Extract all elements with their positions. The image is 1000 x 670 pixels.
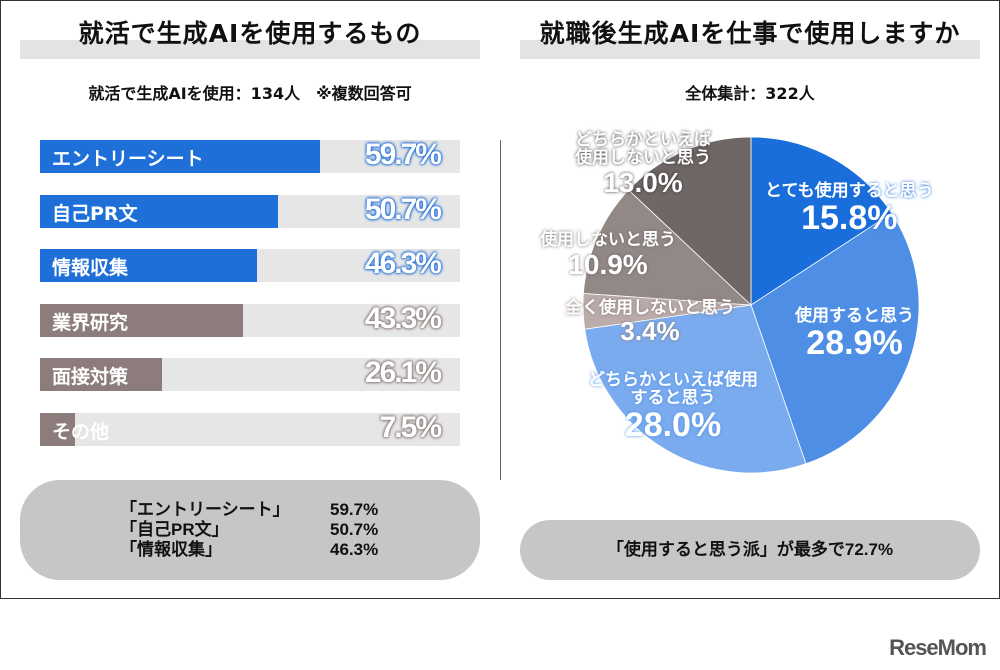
pie-slice: [750, 212, 920, 465]
left-summary-box: 「エントリーシート」 59.7% 「自己PR文」 50.7% 「情報収集」 46.3%: [20, 480, 480, 580]
pie-category: 使用しないと思う: [540, 230, 676, 250]
left-title: 就活で生成AIを使用するもの: [78, 19, 422, 48]
right-subtitle: 全体集計：322人: [685, 84, 815, 103]
summary-label: 「エントリーシート」: [120, 500, 290, 519]
right-summary-text: 「使用すると思う派」が最多で72.7%: [606, 540, 894, 559]
bar-label: 自己PR文: [52, 202, 138, 225]
summary-value: 46.3%: [330, 540, 379, 559]
title-band: [20, 40, 480, 59]
pie-label-not-at-all: 全く使用しないと思う 3.4%: [565, 298, 735, 346]
left-subtitle: 就活で生成AIを使用：134人 ※複数回答可: [88, 84, 412, 103]
bar-track: 自己PR文 50.7%: [40, 192, 460, 228]
bar: [40, 249, 258, 282]
bar: [40, 412, 76, 446]
bar-value: 46.3%: [364, 247, 442, 280]
pie-value: 10.9%: [568, 248, 648, 280]
pie-value: 28.0%: [624, 405, 722, 444]
bar: [40, 140, 320, 173]
pie-slice: [582, 189, 753, 306]
pie-value: 3.4%: [620, 315, 680, 346]
pie-label-somewhat-likely: どちらかといえば使用すると思う 28.0%: [588, 370, 758, 444]
pie-value: 13.0%: [603, 166, 683, 198]
bar-label: 面接対策: [52, 366, 129, 388]
bar-label: その他: [52, 420, 110, 443]
bar-value: 43.3%: [364, 301, 442, 335]
summary-row: 「エントリーシート」 59.7%: [120, 500, 378, 520]
summary-row: 「自己PR文」 50.7%: [120, 520, 378, 540]
pie-category: 使用すると思う: [795, 306, 914, 326]
summary-label: 「情報収集」: [120, 540, 222, 559]
pie-category: どちらかといえば使用しないと思う: [575, 130, 711, 168]
bar-value: 59.7%: [364, 138, 442, 171]
summary-row: 「情報収集」 46.3%: [120, 540, 378, 560]
bar-track: 面接対策 26.1%: [40, 356, 460, 391]
bar-value: 50.7%: [364, 192, 442, 226]
pie-label-somewhat-unlikely: どちらかといえば使用しないと思う 13.0%: [568, 130, 718, 198]
pie-category: とても使用すると思う: [765, 181, 934, 201]
bar-value: 7.5%: [379, 410, 442, 444]
bar-label: 業界研究: [52, 311, 129, 334]
bar-label: エントリーシート: [52, 148, 204, 170]
pie-label-likely: 使用すると思う 28.9%: [795, 306, 914, 362]
pie-slice: [627, 136, 752, 306]
summary-value: 59.7%: [330, 500, 379, 519]
pie-label-very-likely: とても使用すると思う 15.8%: [765, 181, 934, 237]
bar-track: エントリーシート 59.7%: [40, 138, 460, 173]
divider: [500, 140, 501, 480]
bar-track: 情報収集 46.3%: [40, 247, 460, 282]
right-summary-box: 「使用すると思う派」が最多で72.7%: [520, 520, 980, 580]
bar-label: 情報収集: [52, 257, 129, 279]
resemom-logo: ReseMom: [889, 635, 987, 660]
summary-label: 「自己PR文」: [120, 520, 229, 539]
bar-track: 業界研究 43.3%: [40, 301, 460, 337]
pie-value: 15.8%: [801, 198, 898, 237]
bar-track: その他 7.5%: [40, 410, 460, 446]
pie-value: 28.9%: [806, 323, 903, 362]
pie-category: 全く使用しないと思う: [565, 298, 735, 318]
bar: [40, 358, 163, 391]
right-title: 就職後生成AIを仕事で使用しますか: [539, 19, 961, 48]
pie-slice: [584, 304, 807, 474]
pie-label-unlikely: 使用しないと思う 10.9%: [540, 230, 676, 280]
title-band: [520, 40, 980, 59]
pie-slice: [750, 136, 893, 306]
pie-category: どちらかといえば使用すると思う: [588, 370, 758, 408]
bar-value: 26.1%: [364, 356, 442, 389]
bar: [40, 303, 244, 337]
bar: [40, 194, 278, 228]
summary-value: 50.7%: [330, 520, 379, 539]
